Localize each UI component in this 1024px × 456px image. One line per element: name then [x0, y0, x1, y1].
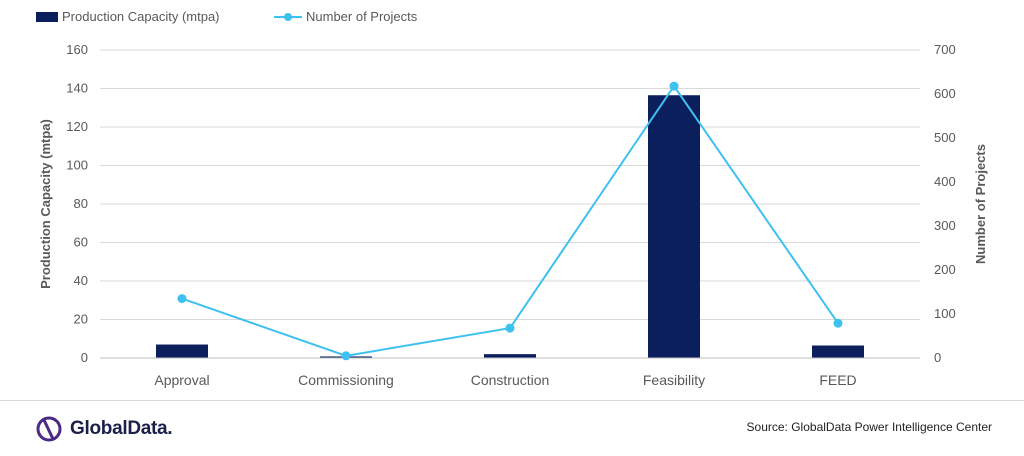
line-point-number-of-projects	[177, 294, 187, 304]
bar-production-capacity	[648, 95, 700, 359]
y-right-axis-title: Number of Projects	[973, 144, 988, 264]
y-left-tick-label: 100	[66, 158, 88, 173]
legend-label-number-of-projects: Number of Projects	[306, 9, 418, 24]
y-right-tick-label: 700	[934, 42, 956, 57]
brand-name: GlobalData.	[70, 418, 173, 439]
y-right-tick-label: 100	[934, 306, 956, 321]
chart-svg: 0 20 40 60 80 100 120 140 160 0 100 200 300 400 500 600…	[36, 9, 988, 388]
y-right-tick-label: 0	[934, 350, 941, 365]
line-point-number-of-projects	[669, 81, 679, 91]
x-tick-label: Construction	[471, 372, 550, 388]
y-left-tick-label: 80	[74, 196, 88, 211]
y-right-tick-label: 200	[934, 262, 956, 277]
chart: 0 20 40 60 80 100 120 140 160 0 100 200 300 400 500 600…	[36, 9, 988, 388]
y-left-tick-label: 120	[66, 119, 88, 134]
y-left-tick-label: 60	[74, 235, 88, 250]
bar-production-capacity	[484, 354, 536, 358]
x-tick-label: Approval	[154, 372, 209, 388]
legend-label-production-capacity: Production Capacity (mtpa)	[62, 9, 220, 24]
y-right-tick-label: 300	[934, 218, 956, 233]
footer: GlobalData. Source: GlobalData Power Int…	[0, 400, 1024, 456]
globaldata-logo-icon	[36, 416, 62, 442]
bar-production-capacity	[156, 344, 208, 358]
x-tick-label: Commissioning	[298, 372, 394, 388]
y-right-tick-label: 400	[934, 174, 956, 189]
y-left-tick-label: 40	[74, 273, 88, 288]
y-right-tick-label: 500	[934, 130, 956, 145]
y-left-tick-label: 0	[81, 350, 88, 365]
x-tick-label: Feasibility	[643, 372, 705, 388]
y-left-tick-label: 140	[66, 81, 88, 96]
y-right-tick-label: 600	[934, 86, 956, 101]
legend-marker-number-of-projects	[284, 13, 292, 21]
y-left-tick-label: 160	[66, 42, 88, 57]
line-point-number-of-projects	[833, 318, 843, 328]
globaldata-logo: GlobalData.	[36, 413, 173, 445]
line-point-number-of-projects	[505, 323, 515, 333]
line-point-number-of-projects	[341, 351, 351, 361]
legend-swatch-production-capacity	[36, 12, 58, 22]
source-note: Source: GlobalData Power Intelligence Ce…	[746, 420, 992, 434]
y-left-axis-title: Production Capacity (mtpa)	[38, 119, 53, 289]
bar-production-capacity	[812, 345, 864, 358]
y-left-tick-label: 20	[74, 312, 88, 327]
x-tick-label: FEED	[819, 372, 856, 388]
